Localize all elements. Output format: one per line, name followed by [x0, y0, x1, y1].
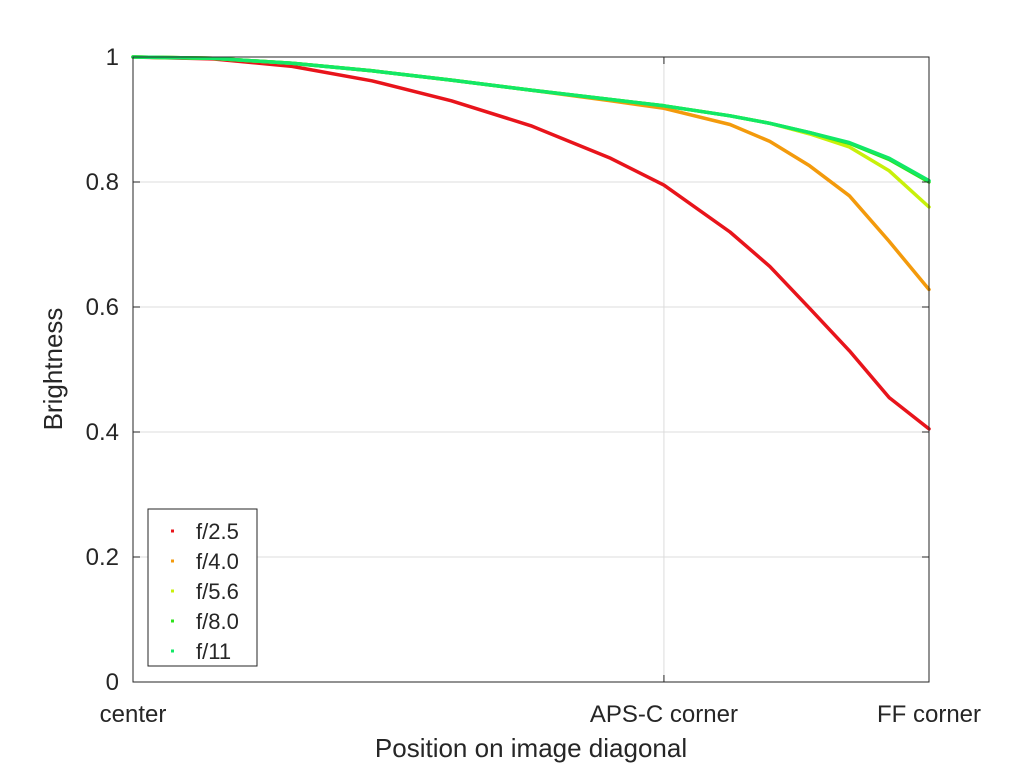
series-layer [131, 55, 931, 431]
legend-label: f/11 [196, 639, 231, 664]
y-tick-label: 0.2 [86, 544, 119, 571]
legend-marker [171, 649, 174, 653]
plot-frame [132, 56, 930, 683]
y-axis-ticks: 0 0.2 0.4 0.6 0.8 1 [86, 44, 929, 696]
legend-marker [171, 529, 174, 533]
y-tick-label: 0.8 [86, 169, 119, 196]
x-axis-label: Position on image diagonal [375, 733, 687, 763]
y-tick-label: 1 [106, 44, 119, 71]
legend: f/2.5 f/4.0 f/5.6 f/8.0 f/11 [147, 508, 258, 667]
legend-marker [171, 559, 174, 563]
series-line-f40 [131, 55, 931, 292]
x-tick-label: center [100, 701, 167, 728]
series-line-f25 [131, 55, 931, 431]
x-tick-label: FF corner [877, 701, 981, 728]
x-axis-ticks: center APS-C corner FF corner [100, 57, 981, 728]
legend-marker [171, 619, 174, 623]
y-tick-label: 0 [106, 669, 119, 696]
legend-box [147, 508, 258, 667]
legend-label: f/4.0 [196, 549, 239, 574]
y-tick-label: 0.4 [86, 419, 119, 446]
legend-label: f/2.5 [196, 519, 239, 544]
series-line-f11 [131, 55, 931, 183]
x-tick-label: APS-C corner [590, 701, 738, 728]
y-axis-label: Brightness [38, 308, 68, 431]
grid-lines [133, 57, 929, 682]
legend-marker [171, 589, 174, 593]
legend-label: f/5.6 [196, 579, 239, 604]
legend-label: f/8.0 [196, 609, 239, 634]
y-tick-label: 0.6 [86, 294, 119, 321]
series-line-f80 [131, 55, 931, 184]
